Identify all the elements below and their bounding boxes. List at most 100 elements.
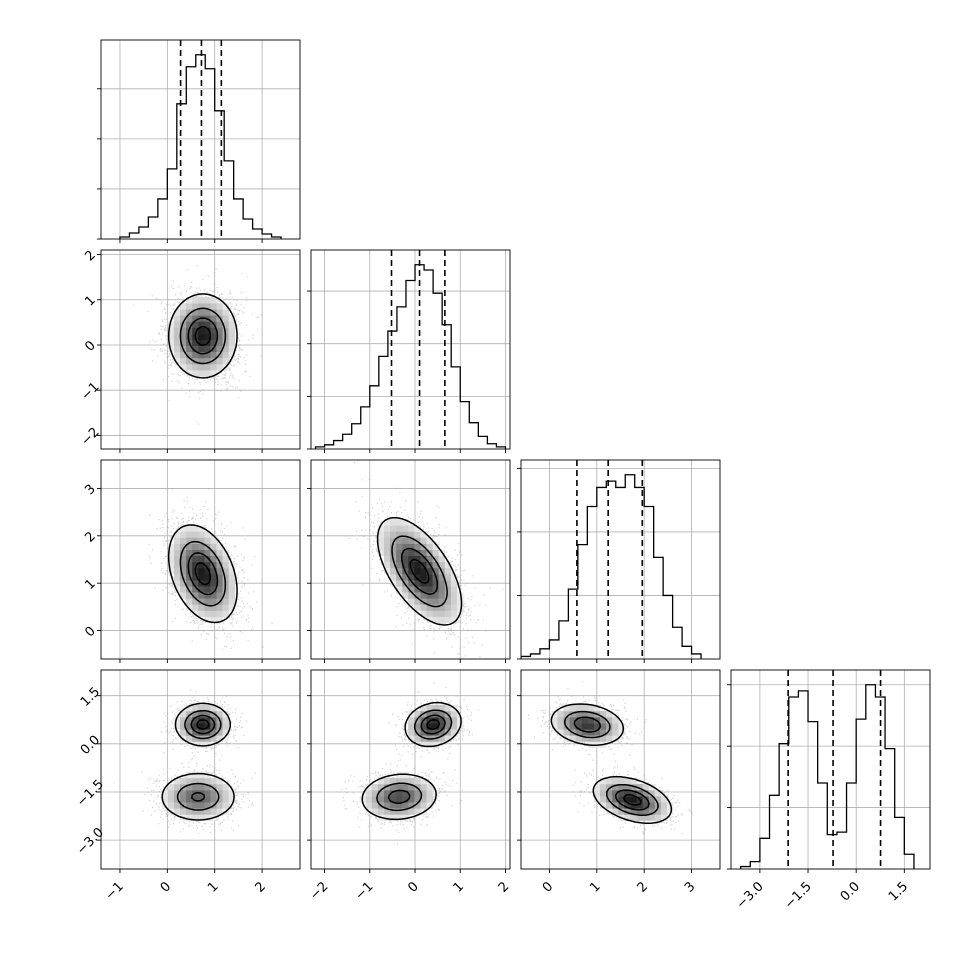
density-cell (569, 704, 577, 712)
density-cell (228, 315, 236, 322)
density-cell (426, 729, 433, 736)
joint-panel (527, 681, 694, 835)
x-tick-label: −1.5 (782, 879, 815, 912)
density-cell (414, 790, 421, 797)
density-cell (216, 580, 223, 587)
density-cell (402, 561, 409, 569)
density-cell (192, 339, 199, 346)
density-cell (216, 357, 223, 365)
density-cell (624, 814, 631, 821)
density-cell (198, 604, 205, 611)
x-tick-label: 2 (252, 879, 268, 895)
density-cell (600, 735, 607, 742)
density-cell (167, 321, 175, 328)
density-cell (210, 783, 217, 791)
density-cell (648, 790, 656, 797)
density-cell (426, 790, 433, 797)
density-cell (654, 790, 662, 797)
density-cell (642, 814, 650, 821)
density-cell (569, 717, 577, 724)
density-cell (186, 586, 193, 593)
density-cell (384, 519, 391, 526)
density-cell (569, 735, 577, 742)
density-cell (186, 723, 193, 730)
joint-panel (148, 488, 273, 650)
density-cell (174, 345, 181, 353)
density-cell (204, 604, 211, 611)
density-cell (192, 321, 199, 328)
density-cell (222, 802, 230, 809)
density-cell (186, 790, 193, 797)
density-cell (402, 790, 409, 797)
density-cell (186, 370, 193, 377)
density-cell (222, 796, 230, 803)
density-cell (192, 777, 199, 785)
density-cell (432, 741, 440, 748)
density-cell (204, 616, 211, 623)
density-cell (192, 604, 199, 611)
contour-line (563, 710, 659, 816)
density-cell (551, 723, 558, 730)
density-cell (174, 567, 181, 575)
density-cell (624, 796, 631, 803)
density-cell (432, 555, 440, 563)
density-cell (198, 814, 205, 821)
density-cell (210, 808, 217, 815)
density-cell (198, 808, 205, 815)
density-cell (390, 543, 397, 550)
density-cell (396, 814, 403, 821)
density-cell (174, 777, 181, 785)
density-cell (612, 802, 619, 809)
density-cell (630, 814, 637, 821)
density-cell (606, 802, 613, 809)
density-cell (210, 537, 217, 544)
density-cell (420, 704, 427, 712)
density-cell (180, 555, 187, 563)
density-cell (198, 567, 205, 575)
density-cell (396, 573, 403, 581)
density-cell (204, 741, 211, 748)
density-cell (192, 580, 199, 587)
joint-panel (133, 265, 262, 425)
density-cell (438, 598, 446, 605)
density-cell (624, 802, 631, 809)
density-cell (594, 790, 601, 797)
y-tick-label: −1 (78, 380, 102, 404)
density-cell (186, 808, 193, 815)
density-cell (426, 543, 433, 550)
density-cell (186, 543, 193, 550)
joint-frame (520, 669, 721, 870)
density-cell (600, 710, 607, 718)
density-cell (167, 345, 175, 353)
density-cell (222, 723, 230, 730)
density-cell (660, 814, 668, 821)
density-cell (624, 783, 631, 791)
density-cell (174, 580, 181, 587)
density-cell (390, 549, 397, 556)
density-cell (210, 543, 217, 550)
density-cell (414, 604, 421, 611)
density-cell (563, 717, 571, 724)
density-cell (390, 537, 397, 544)
y-tick-label: 0 (82, 338, 98, 354)
density-cell (612, 783, 619, 791)
density-cell (174, 321, 181, 328)
density-cell (192, 345, 199, 353)
density-cell (636, 808, 643, 815)
contour-line (176, 709, 222, 811)
density-cell (414, 802, 421, 809)
density-cell (222, 303, 230, 310)
density-cell (204, 303, 211, 310)
density-cell (426, 555, 433, 563)
density-cell (180, 351, 187, 359)
density-cell (180, 717, 187, 724)
density-cell (444, 616, 452, 623)
density-cell (396, 796, 403, 803)
density-cell (186, 561, 193, 569)
density-cell (648, 808, 656, 815)
density-cell (222, 790, 230, 797)
density-cell (174, 315, 181, 322)
density-cell (198, 345, 205, 353)
density-cell (384, 796, 391, 803)
density-cell (174, 543, 181, 550)
